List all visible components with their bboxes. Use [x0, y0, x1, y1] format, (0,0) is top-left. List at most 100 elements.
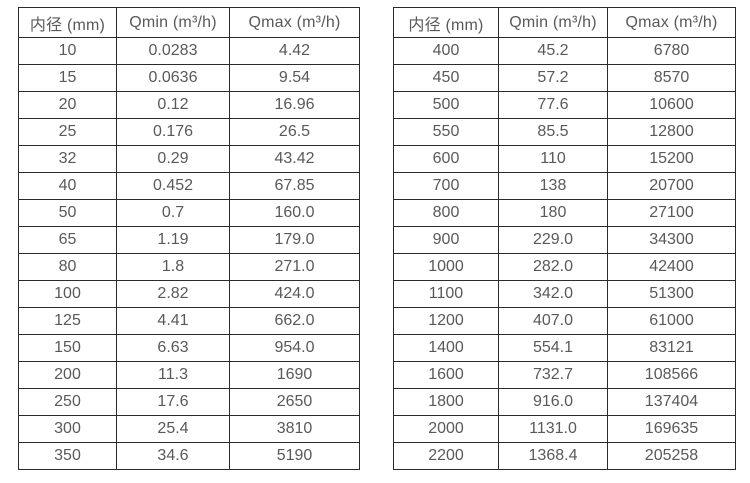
table-cell: 9.54 — [229, 64, 360, 92]
table-cell: 6.63 — [116, 334, 230, 362]
table-cell: 160.0 — [229, 199, 360, 227]
table-cell: 2650 — [229, 388, 360, 416]
table-cell: 0.12 — [116, 91, 230, 119]
table-cell: 61000 — [607, 307, 736, 335]
col-header-qmin: Qmin (m³/h) — [116, 7, 230, 38]
table-cell: 550 — [393, 118, 499, 146]
table-row: 1100 342.0 51300 — [393, 280, 736, 308]
table-cell: 1.19 — [116, 226, 230, 254]
table-row: 400 45.2 6780 — [393, 37, 736, 65]
table-cell: 42400 — [607, 253, 736, 281]
table-row: 450 57.2 8570 — [393, 64, 736, 92]
table-cell: 342.0 — [498, 280, 608, 308]
table-cell: 20 — [18, 91, 117, 119]
table-cell: 32 — [18, 145, 117, 173]
table-cell: 15200 — [607, 145, 736, 173]
table-cell: 5190 — [229, 442, 360, 470]
table-cell: 40 — [18, 172, 117, 200]
table-cell: 300 — [18, 415, 117, 443]
col-header-qmax: Qmax (m³/h) — [607, 7, 736, 38]
table-row: 800 180 27100 — [393, 199, 736, 227]
table-cell: 16.96 — [229, 91, 360, 119]
table-row: 15 0.0636 9.54 — [18, 64, 360, 92]
table-cell: 554.1 — [498, 334, 608, 362]
table-cell: 0.0636 — [116, 64, 230, 92]
table-cell: 27100 — [607, 199, 736, 227]
table-cell: 77.6 — [498, 91, 608, 119]
table-cell: 250 — [18, 388, 117, 416]
table-cell: 50 — [18, 199, 117, 227]
table-cell: 85.5 — [498, 118, 608, 146]
table-cell: 0.176 — [116, 118, 230, 146]
table-row: 250 17.6 2650 — [18, 388, 360, 416]
table-cell: 12800 — [607, 118, 736, 146]
col-header-qmin: Qmin (m³/h) — [498, 7, 608, 38]
table-cell: 83121 — [607, 334, 736, 362]
table-row: 900 229.0 34300 — [393, 226, 736, 254]
table-row: 150 6.63 954.0 — [18, 334, 360, 362]
table-cell: 1368.4 — [498, 442, 608, 470]
table-cell: 1131.0 — [498, 415, 608, 443]
table-cell: 125 — [18, 307, 117, 335]
table-cell: 1000 — [393, 253, 499, 281]
table-cell: 34300 — [607, 226, 736, 254]
table-row: 1000 282.0 42400 — [393, 253, 736, 281]
table-cell: 67.85 — [229, 172, 360, 200]
table-cell: 51300 — [607, 280, 736, 308]
table-cell: 26.5 — [229, 118, 360, 146]
table-cell: 150 — [18, 334, 117, 362]
table-cell: 800 — [393, 199, 499, 227]
table-cell: 424.0 — [229, 280, 360, 308]
table-cell: 1690 — [229, 361, 360, 389]
table-cell: 662.0 — [229, 307, 360, 335]
table-row: 32 0.29 43.42 — [18, 145, 360, 173]
table-cell: 108566 — [607, 361, 736, 389]
table-body: 400 45.2 6780 450 57.2 8570 500 77.6 10600 550 85.… — [393, 37, 736, 470]
table-cell: 20700 — [607, 172, 736, 200]
table-cell: 0.29 — [116, 145, 230, 173]
table-cell: 0.7 — [116, 199, 230, 227]
table-cell: 1200 — [393, 307, 499, 335]
table-row: 125 4.41 662.0 — [18, 307, 360, 335]
table-cell: 0.0283 — [116, 37, 230, 65]
table-cell: 1.8 — [116, 253, 230, 281]
table-cell: 900 — [393, 226, 499, 254]
table-cell: 407.0 — [498, 307, 608, 335]
table-cell: 500 — [393, 91, 499, 119]
table-cell: 1100 — [393, 280, 499, 308]
table-cell: 350 — [18, 442, 117, 470]
table-cell: 65 — [18, 226, 117, 254]
table-cell: 600 — [393, 145, 499, 173]
table-cell: 138 — [498, 172, 608, 200]
table-cell: 954.0 — [229, 334, 360, 362]
table-row: 2000 1131.0 169635 — [393, 415, 736, 443]
col-header-inner-diameter: 内径 (mm) — [18, 7, 117, 38]
col-header-qmax: Qmax (m³/h) — [229, 7, 360, 38]
table-cell: 700 — [393, 172, 499, 200]
table-cell: 271.0 — [229, 253, 360, 281]
table-cell: 10600 — [607, 91, 736, 119]
table-cell: 1400 — [393, 334, 499, 362]
table-cell: 80 — [18, 253, 117, 281]
table-cell: 10 — [18, 37, 117, 65]
table-cell: 100 — [18, 280, 117, 308]
table-cell: 732.7 — [498, 361, 608, 389]
table-cell: 45.2 — [498, 37, 608, 65]
table-row: 80 1.8 271.0 — [18, 253, 360, 281]
table-cell: 200 — [18, 361, 117, 389]
table-cell: 43.42 — [229, 145, 360, 173]
table-row: 300 25.4 3810 — [18, 415, 360, 443]
table-cell: 17.6 — [116, 388, 230, 416]
table-cell: 0.452 — [116, 172, 230, 200]
table-row: 550 85.5 12800 — [393, 118, 736, 146]
table-row: 500 77.6 10600 — [393, 91, 736, 119]
table-cell: 15 — [18, 64, 117, 92]
table-row: 600 110 15200 — [393, 145, 736, 173]
table-row: 40 0.452 67.85 — [18, 172, 360, 200]
table-row: 2200 1368.4 205258 — [393, 442, 736, 470]
table-cell: 8570 — [607, 64, 736, 92]
table-cell: 1800 — [393, 388, 499, 416]
table-cell: 2200 — [393, 442, 499, 470]
table-cell: 450 — [393, 64, 499, 92]
table-cell: 3810 — [229, 415, 360, 443]
